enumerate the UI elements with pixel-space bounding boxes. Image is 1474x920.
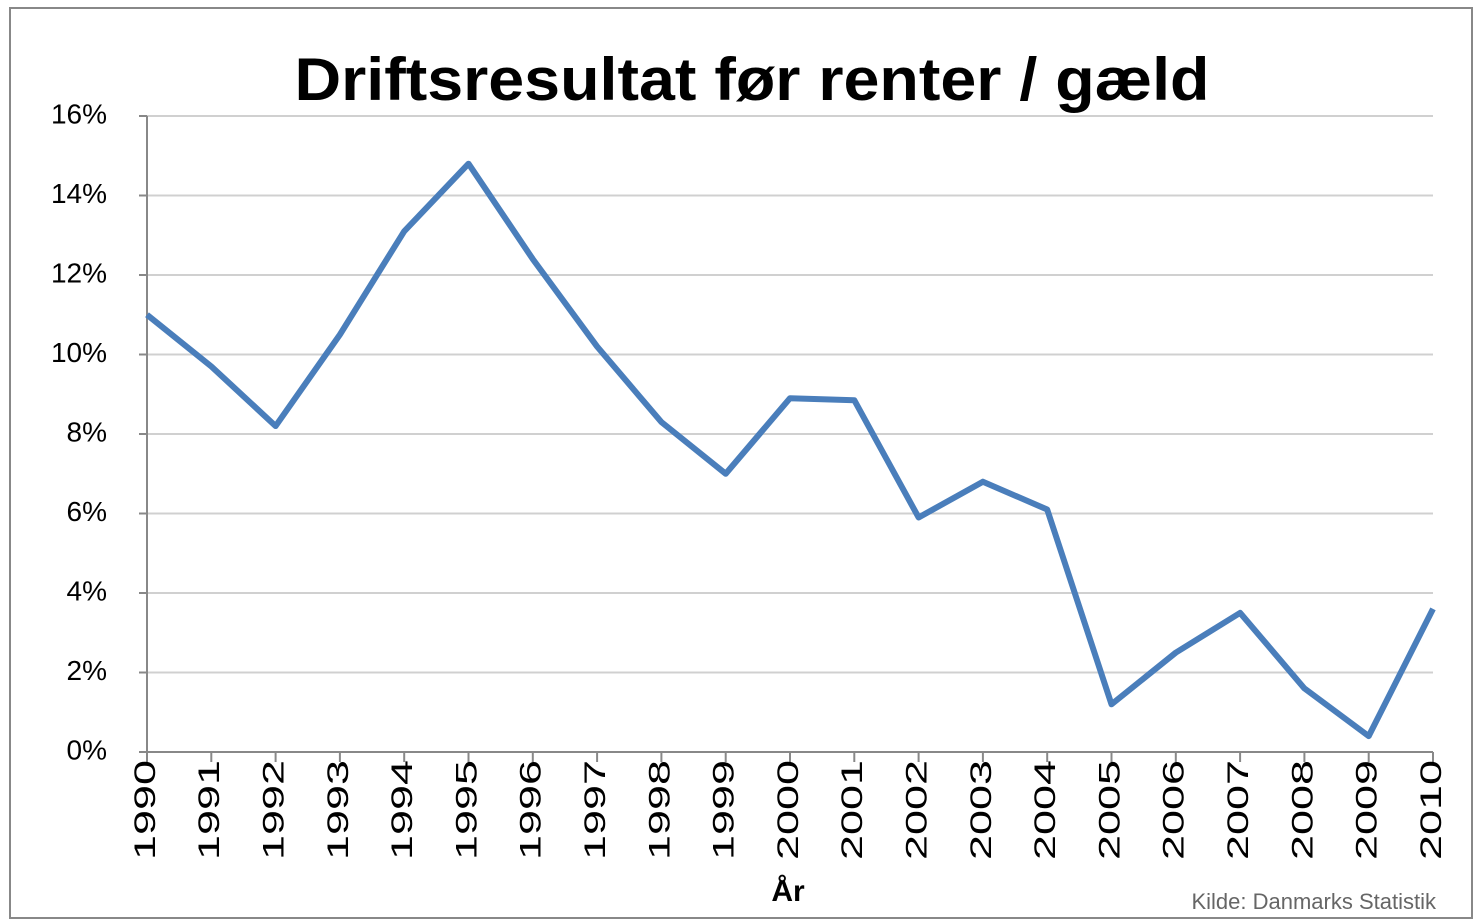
- x-tick-label: 2004: [1029, 760, 1062, 860]
- source-note: Kilde: Danmarks Statistik: [1191, 889, 1437, 914]
- x-tick-label: 1990: [129, 760, 162, 860]
- x-tick-label: 1991: [193, 760, 226, 860]
- x-tick-label: 1998: [643, 760, 676, 860]
- line-series: [145, 160, 1436, 740]
- x-tick-label: 2010: [1415, 760, 1448, 860]
- x-tick-label: 2001: [836, 760, 869, 860]
- x-tick-label: 1994: [386, 760, 419, 860]
- y-tick-label: 16%: [51, 98, 107, 129]
- y-tick-label: 2%: [67, 655, 107, 686]
- x-tick-label: 2005: [1093, 760, 1126, 860]
- x-tick-label: 2000: [772, 760, 805, 860]
- y-tick-label: 10%: [51, 337, 107, 368]
- y-tick-label: 8%: [67, 416, 107, 447]
- y-tick-label: 4%: [67, 575, 107, 606]
- x-axis-label: År: [771, 875, 805, 908]
- x-tick-label: 2008: [1286, 760, 1319, 860]
- x-tick-label: 2006: [1158, 760, 1191, 860]
- x-tick-label: 1993: [322, 760, 355, 860]
- x-tick-label: 1996: [515, 760, 548, 860]
- x-tick-label: 2007: [1222, 760, 1255, 860]
- x-tick-label: 1992: [258, 760, 291, 860]
- x-tick-label: 1995: [450, 760, 483, 860]
- x-tick-label: 2009: [1351, 760, 1384, 860]
- y-tick-label: 12%: [51, 257, 107, 288]
- chart-frame: [9, 7, 1473, 919]
- y-tick-label: 14%: [51, 178, 107, 209]
- chart-title: Driftsresultat før renter / gæld: [295, 46, 1210, 113]
- x-tick-label: 2003: [965, 760, 998, 860]
- x-tick-label: 1997: [579, 760, 612, 860]
- x-tick-label: 1999: [708, 760, 741, 860]
- y-tick-label: 0%: [67, 734, 107, 765]
- y-tick-label: 6%: [67, 496, 107, 527]
- x-tick-label: 2002: [901, 760, 934, 860]
